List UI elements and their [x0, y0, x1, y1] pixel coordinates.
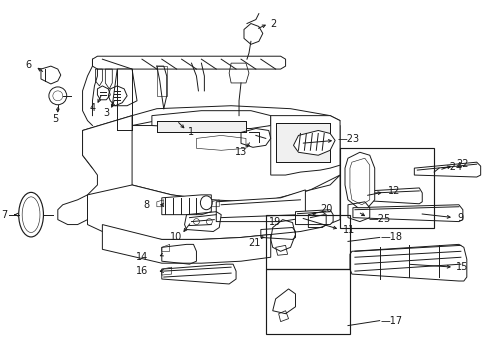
Text: 9: 9 [456, 213, 462, 222]
Polygon shape [92, 56, 285, 69]
Bar [265, 215, 349, 269]
Bar [157, 121, 245, 132]
Bar [265, 269, 349, 333]
Ellipse shape [19, 192, 43, 237]
Bar [275, 122, 329, 162]
Text: 4: 4 [89, 103, 95, 113]
Text: 15: 15 [455, 262, 468, 272]
Polygon shape [152, 111, 270, 129]
Polygon shape [270, 116, 339, 175]
Polygon shape [132, 106, 339, 126]
Text: 13: 13 [234, 147, 246, 157]
Polygon shape [112, 69, 137, 106]
Text: 6: 6 [25, 60, 31, 70]
Text: 21: 21 [248, 238, 261, 248]
Polygon shape [58, 116, 132, 225]
Polygon shape [293, 130, 334, 155]
Polygon shape [295, 210, 332, 225]
Text: 16: 16 [135, 266, 148, 276]
Text: 10: 10 [169, 233, 182, 242]
Circle shape [49, 87, 66, 105]
Polygon shape [349, 244, 466, 281]
Polygon shape [102, 225, 270, 263]
Polygon shape [352, 205, 462, 222]
Text: 1: 1 [187, 127, 193, 138]
Polygon shape [162, 195, 211, 215]
Text: 19: 19 [268, 217, 281, 226]
Text: —25: —25 [368, 213, 390, 224]
Polygon shape [345, 152, 374, 208]
Text: 3: 3 [103, 108, 109, 118]
Polygon shape [413, 162, 480, 177]
Text: 8: 8 [143, 200, 150, 210]
Text: 11: 11 [342, 225, 355, 234]
Text: —18: —18 [380, 233, 402, 242]
Text: 14: 14 [135, 252, 148, 262]
Text: 7: 7 [1, 210, 7, 220]
Polygon shape [351, 188, 421, 204]
Text: —24: —24 [439, 162, 461, 172]
Ellipse shape [200, 196, 212, 210]
Text: 5: 5 [52, 114, 58, 123]
Polygon shape [87, 175, 339, 239]
Polygon shape [82, 116, 339, 202]
Polygon shape [216, 190, 305, 222]
Bar [339, 148, 433, 228]
Text: 22: 22 [455, 159, 468, 169]
Text: 20: 20 [320, 204, 332, 214]
Text: 12: 12 [387, 186, 399, 196]
Text: —17: —17 [380, 316, 402, 326]
Text: —23: —23 [336, 134, 359, 144]
Text: 2: 2 [270, 18, 276, 28]
